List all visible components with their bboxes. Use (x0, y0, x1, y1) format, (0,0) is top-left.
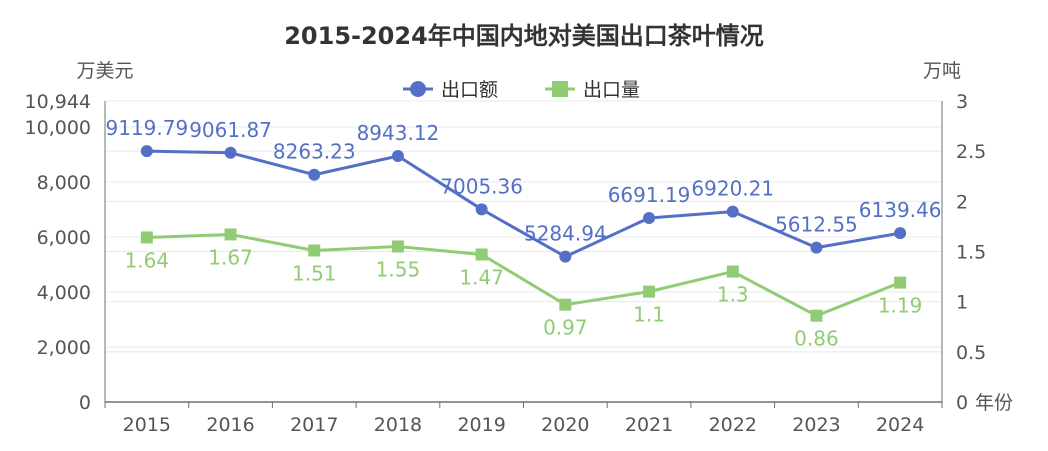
point-export-2018[interactable] (391, 150, 404, 163)
legend[interactable]: 出口额 出口量 (403, 79, 640, 101)
point-export-2015[interactable] (140, 145, 153, 158)
point-export-2019[interactable] (475, 203, 488, 216)
data-label-export-2017: 8263.23 (273, 140, 356, 164)
point-export-2016[interactable] (224, 146, 237, 159)
point-volume-2016[interactable] (224, 228, 237, 241)
point-volume-2022[interactable] (726, 265, 739, 278)
y-right-tick-label: 2.5 (956, 141, 986, 163)
point-export-2020[interactable] (559, 250, 572, 263)
point-volume-2019[interactable] (475, 248, 488, 261)
y-left-tick-label: 2,000 (37, 337, 91, 359)
y-right-tick-label: 1.5 (956, 242, 986, 264)
point-export-2023[interactable] (810, 241, 823, 254)
y-left-tick-label: 4,000 (37, 282, 91, 304)
y-left-tick-label: 8,000 (37, 172, 91, 194)
point-volume-2023[interactable] (810, 309, 823, 322)
data-label-volume-2023: 0.86 (794, 327, 839, 351)
y-right-tick-label: 2 (956, 191, 968, 213)
x-tick-label: 2017 (290, 414, 338, 436)
legend-label: 出口额 (441, 79, 498, 101)
point-volume-2015[interactable] (140, 231, 153, 244)
point-export-2017[interactable] (308, 168, 321, 181)
data-label-volume-2022: 1.3 (717, 283, 749, 307)
data-label-volume-2024: 1.19 (878, 294, 923, 318)
chart-title: 2015-2024年中国内地对美国出口茶叶情况 (284, 22, 764, 50)
data-label-export-2021: 6691.19 (608, 183, 691, 207)
data-label-volume-2018: 1.55 (376, 257, 421, 281)
series-layer (140, 145, 907, 322)
y-right-tick-label: 0.5 (956, 342, 986, 364)
data-label-export-2020: 5284.94 (524, 222, 607, 246)
legend-square-marker (552, 81, 568, 97)
legend-circle-marker (410, 81, 426, 97)
data-label-volume-2021: 1.1 (633, 303, 665, 327)
y-left-unit-label: 万美元 (76, 60, 133, 82)
y-right-tick-label: 1 (956, 292, 968, 314)
x-tick-label: 2016 (206, 414, 254, 436)
data-label-volume-2016: 1.67 (208, 245, 253, 269)
point-volume-2018[interactable] (391, 240, 404, 253)
y-right-unit-label: 万吨 (923, 60, 961, 82)
x-tick-label: 2015 (123, 414, 171, 436)
x-tick-label: 2021 (625, 414, 673, 436)
x-tick-label: 2022 (709, 414, 757, 436)
data-label-volume-2017: 1.51 (292, 261, 337, 285)
data-label-volume-2019: 1.47 (459, 266, 504, 290)
x-tick-label: 2020 (541, 414, 589, 436)
point-volume-2024[interactable] (894, 276, 907, 289)
point-volume-2020[interactable] (559, 298, 572, 311)
data-label-export-2022: 6920.21 (691, 177, 774, 201)
series-line-1 (146, 149, 901, 259)
point-volume-2021[interactable] (643, 285, 656, 298)
y-right-tick-label: 3 (956, 91, 968, 113)
data-label-export-2016: 9061.87 (189, 118, 272, 142)
data-label-export-2018: 8943.12 (357, 121, 440, 145)
data-label-export-2019: 7005.36 (440, 174, 523, 198)
legend-label: 出口量 (583, 79, 640, 101)
legend-item-1[interactable]: 出口额 (403, 79, 498, 101)
data-label-export-2023: 5612.55 (775, 213, 858, 237)
x-tick-label: 2024 (876, 414, 924, 436)
data-label-export-2015: 9119.79 (105, 116, 188, 140)
y-left-tick-label: 6,000 (37, 227, 91, 249)
data-label-volume-2020: 0.97 (543, 316, 588, 340)
x-tick-label: 2018 (374, 414, 422, 436)
data-label-volume-2015: 1.64 (125, 248, 170, 272)
point-export-2022[interactable] (726, 205, 739, 218)
series-line-2 (146, 232, 901, 318)
x-tick-label: 2023 (792, 414, 840, 436)
axes: 0 2,000 4,000 6,000 8,000 10,000 10,944 0 0.5 1 1.… (25, 91, 1014, 436)
y-left-tick-label: 10,000 (25, 117, 91, 139)
y-right-tick-label: 0 (956, 392, 968, 414)
point-export-2024[interactable] (894, 227, 907, 240)
point-export-2021[interactable] (643, 211, 656, 224)
legend-item-2[interactable]: 出口量 (545, 79, 640, 101)
data-label-export-2024: 6139.46 (859, 198, 942, 222)
x-unit-label: 年份 (975, 392, 1013, 414)
point-volume-2017[interactable] (308, 244, 321, 257)
y-left-tick-label: 0 (79, 392, 91, 414)
y-left-tick-label: 10,944 (25, 91, 91, 113)
x-tick-label: 2019 (457, 414, 505, 436)
